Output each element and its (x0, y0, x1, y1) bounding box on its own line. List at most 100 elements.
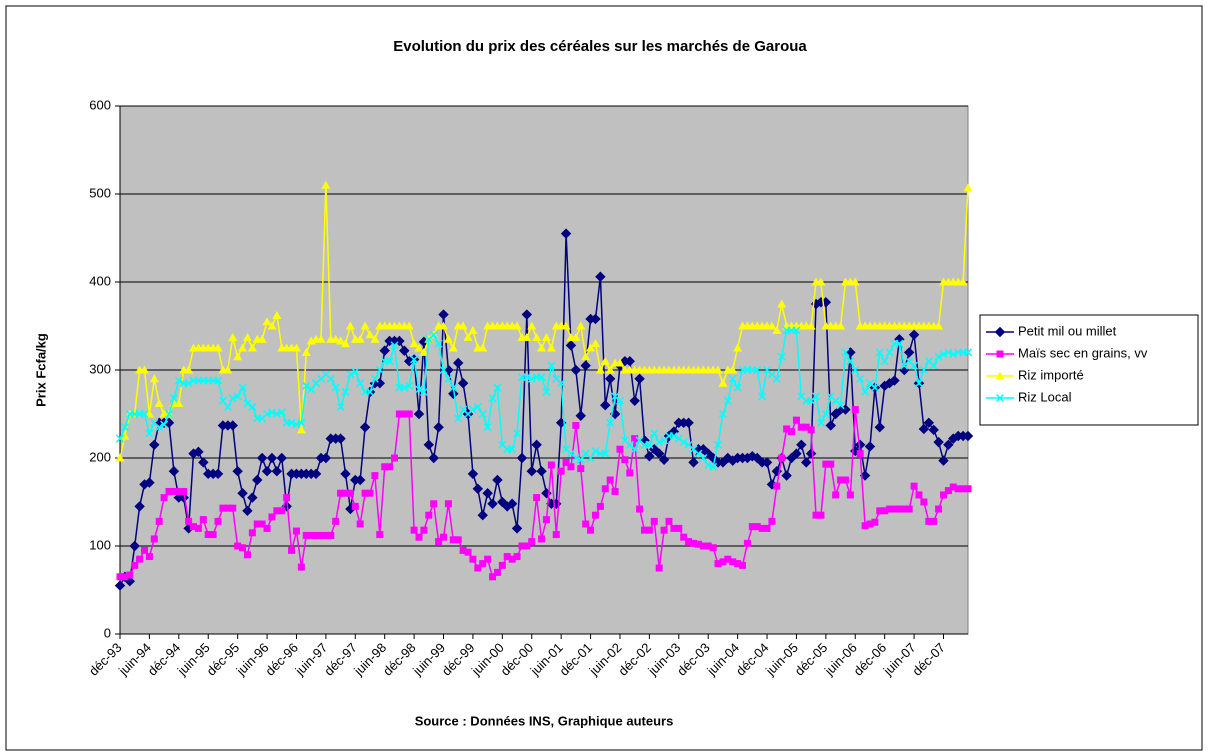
data-point (360, 321, 370, 330)
data-point (772, 325, 782, 334)
data-point (487, 498, 498, 509)
data-point (420, 526, 428, 534)
data-point (140, 409, 149, 419)
data-point (753, 365, 762, 375)
data-point (768, 517, 776, 525)
data-point (474, 564, 482, 572)
data-point (331, 334, 341, 343)
data-point (640, 526, 648, 534)
data-point (400, 383, 409, 392)
data-point (567, 463, 575, 471)
data-point (812, 511, 820, 519)
data-point (821, 409, 830, 419)
data-point (704, 461, 713, 470)
data-point (444, 500, 452, 508)
data-point (683, 417, 694, 429)
data-point (816, 277, 826, 286)
data-point (256, 452, 268, 464)
data-point (433, 421, 444, 433)
data-point (506, 498, 518, 509)
data-point (772, 374, 781, 383)
data-point (836, 401, 845, 410)
data-point (733, 343, 743, 352)
data-point (140, 365, 150, 374)
data-point (679, 438, 688, 447)
data-point (516, 452, 528, 464)
data-point (428, 452, 439, 464)
data-point (615, 396, 625, 405)
data-point (174, 398, 184, 407)
y-tick-label: 100 (89, 537, 111, 552)
data-point (238, 383, 247, 392)
data-point (449, 536, 457, 544)
data-point (802, 423, 810, 431)
data-point (590, 313, 601, 325)
data-point (160, 420, 169, 429)
data-point (459, 546, 467, 554)
data-point (734, 560, 742, 568)
data-point (232, 465, 243, 477)
data-point (645, 440, 654, 449)
data-point (482, 487, 493, 499)
data-point (292, 420, 301, 429)
data-point (149, 374, 159, 383)
data-point (748, 523, 756, 531)
data-point (267, 408, 276, 417)
data-point (438, 309, 449, 320)
data-point (242, 332, 252, 341)
data-point (655, 438, 664, 447)
data-point (601, 485, 609, 493)
data-point (962, 430, 974, 442)
data-point (856, 450, 864, 458)
data-point (542, 387, 551, 397)
data-point (653, 448, 665, 459)
data-point (468, 405, 477, 414)
data-point (928, 424, 939, 436)
data-point (743, 539, 751, 547)
data-point (268, 513, 276, 521)
data-point (320, 452, 332, 464)
data-point (670, 524, 678, 532)
data-point (199, 516, 207, 524)
data-point (870, 383, 879, 392)
data-point (214, 517, 222, 525)
data-point (561, 321, 571, 330)
data-point (908, 329, 920, 341)
data-point (115, 453, 125, 462)
source-note: Source : Données INS, Graphique auteurs (415, 713, 674, 728)
data-point (346, 489, 354, 497)
data-point (704, 542, 712, 550)
data-point (650, 517, 658, 525)
data-point (134, 501, 145, 512)
data-point (832, 491, 840, 499)
data-point (796, 439, 807, 451)
data-point (449, 383, 458, 392)
data-point (248, 402, 257, 411)
data-point (763, 524, 771, 532)
data-point (723, 396, 732, 405)
data-point (995, 371, 1005, 380)
data-point (508, 555, 516, 563)
data-point (713, 365, 723, 374)
data-point (513, 553, 521, 561)
data-point (351, 502, 359, 510)
data-point (903, 347, 915, 358)
data-point (616, 445, 624, 453)
data-point (400, 410, 408, 418)
data-point (489, 573, 497, 581)
data-point (547, 361, 556, 370)
data-point (410, 526, 418, 534)
data-point (521, 309, 533, 320)
data-point (699, 453, 708, 463)
data-point (778, 454, 786, 462)
data-point (365, 387, 375, 397)
data-point (797, 423, 805, 431)
data-point (889, 375, 900, 386)
data-point (634, 373, 645, 385)
data-point (116, 573, 124, 581)
data-point (332, 517, 340, 525)
data-point (851, 406, 859, 414)
data-point (291, 343, 301, 352)
data-point (606, 418, 615, 427)
data-point (266, 452, 278, 464)
